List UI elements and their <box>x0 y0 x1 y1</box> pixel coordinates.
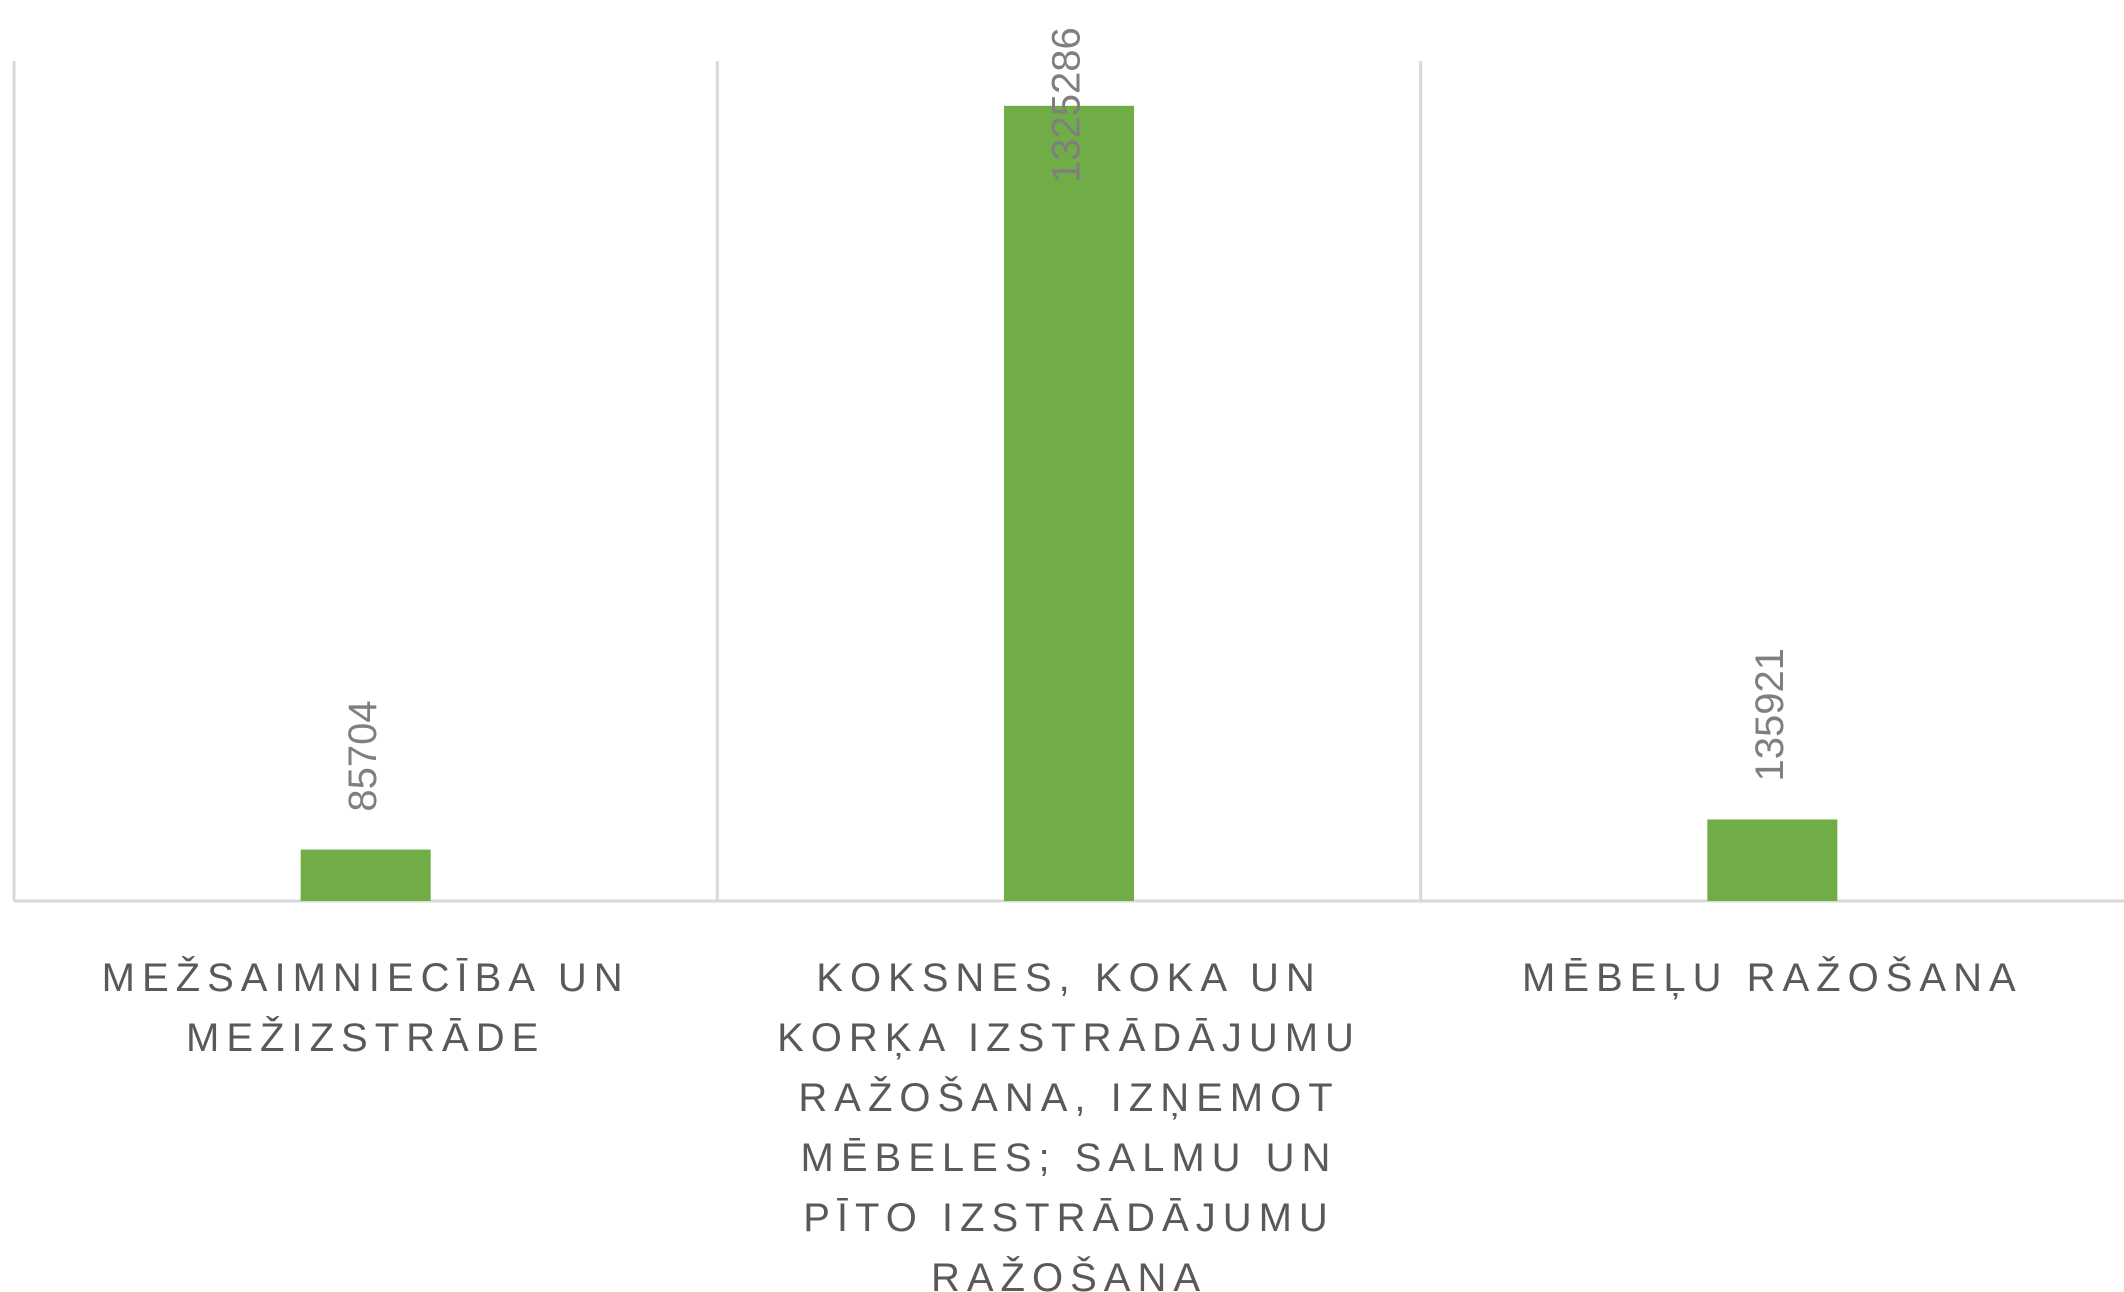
bar <box>300 849 431 901</box>
bar <box>1707 819 1838 901</box>
x-tick-label: MEŽSAIMNIECĪBA UN MEŽIZSTRĀDE <box>101 956 630 1060</box>
value-label: 1325286 <box>1045 27 1089 183</box>
value-label: 135921 <box>1748 648 1792 781</box>
bar <box>1004 105 1134 902</box>
x-tick-label: KOKSNES, KOKA UN KORĶA IZSTRĀDĀJUMU RAŽO… <box>777 956 1361 1292</box>
value-label: 85704 <box>341 700 385 811</box>
x-tick-label: MĒBEĻU RAŽOŠANA <box>1522 956 2023 1000</box>
